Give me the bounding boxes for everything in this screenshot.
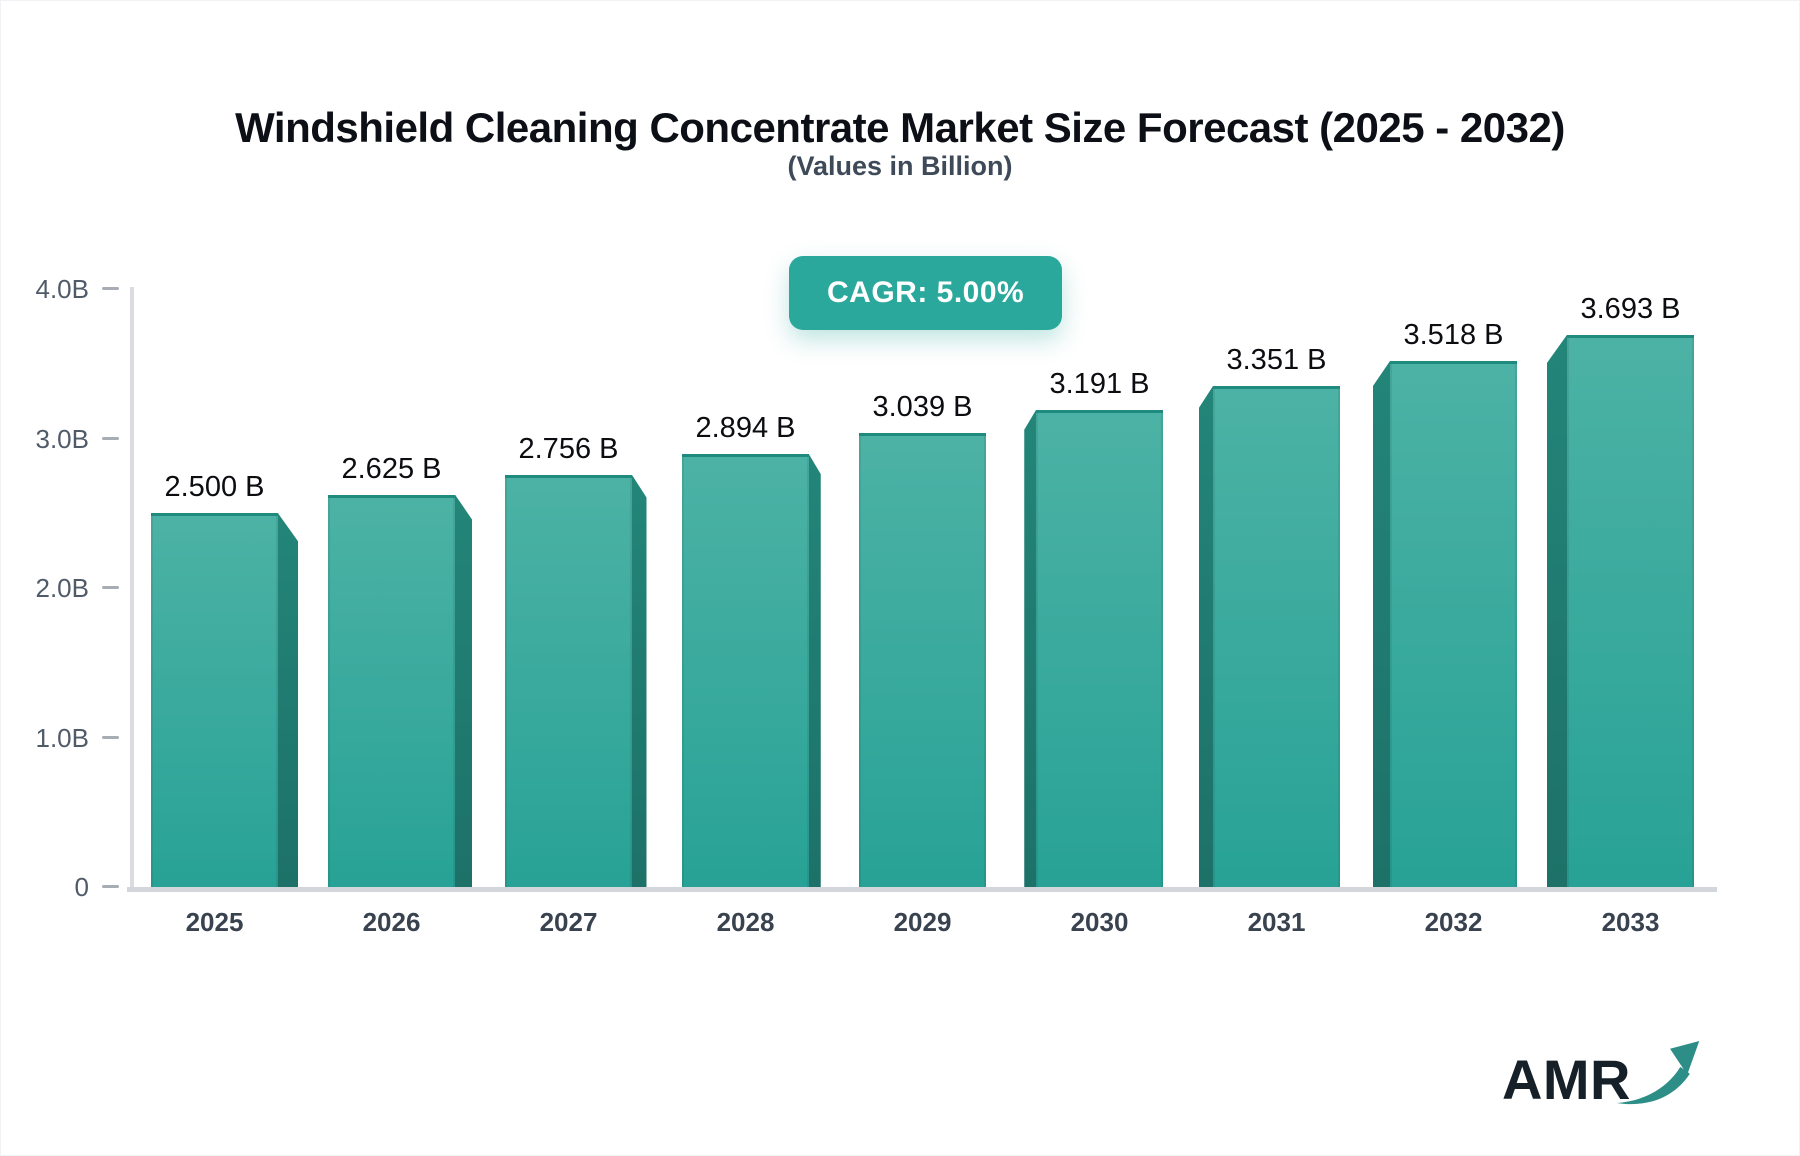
bar-2030[interactable] <box>1036 409 1163 887</box>
bar-side-face <box>1198 386 1213 887</box>
bar-value-label: 3.039 B <box>872 390 973 423</box>
bar-value-label: 2.894 B <box>695 412 796 445</box>
x-axis-label-2032: 2032 <box>1424 907 1483 937</box>
chart-title: Windshield Cleaning Concentrate Market S… <box>235 104 1565 151</box>
y-axis-tick-label: 0 <box>74 872 89 902</box>
bar-2029[interactable] <box>859 432 986 887</box>
brand-logo-text: AMR <box>1501 1048 1631 1111</box>
cagr-badge: CAGR: 5.00% <box>789 256 1063 330</box>
brand-logo[interactable]: AMR <box>1502 1031 1701 1111</box>
x-axis-label-2030: 2030 <box>1070 907 1129 937</box>
chart-subtitle: (Values in Billion) <box>787 151 1013 181</box>
bar-2031[interactable] <box>1213 386 1340 887</box>
y-axis-tick-mark <box>102 735 119 739</box>
bar-value-label: 2.756 B <box>518 432 619 465</box>
y-axis-tick-label: 1.0B <box>35 722 90 753</box>
y-axis-tick-mark <box>102 287 119 290</box>
y-axis-tick-mark <box>102 436 119 440</box>
bar-value-label: 3.518 B <box>1403 319 1504 352</box>
x-axis-label-2033: 2033 <box>1601 907 1660 937</box>
bar-side-face <box>632 474 647 887</box>
bar-2026[interactable] <box>328 494 455 887</box>
y-axis-line <box>130 287 134 890</box>
bar-side-face <box>455 494 473 887</box>
growth-arrow-icon <box>1616 1041 1700 1105</box>
y-axis-tick-mark <box>102 586 119 589</box>
x-axis-label-2025: 2025 <box>185 907 244 937</box>
bar-value-label: 2.500 B <box>164 471 265 504</box>
x-axis-baseline <box>127 887 1717 892</box>
y-axis-tick-label: 4.0B <box>35 274 90 304</box>
y-axis-tick-mark <box>102 885 119 888</box>
x-axis-label-2031: 2031 <box>1247 907 1306 937</box>
bar-value-label: 3.693 B <box>1580 292 1681 325</box>
bar-2032[interactable] <box>1390 361 1517 887</box>
bar-2027[interactable] <box>505 474 632 887</box>
bar-2025[interactable] <box>151 513 278 887</box>
bar-2028[interactable] <box>682 454 809 887</box>
bar-2033[interactable] <box>1567 334 1694 887</box>
y-axis-tick-label: 2.0B <box>35 573 90 603</box>
x-axis-label-2026: 2026 <box>362 907 421 937</box>
bar-value-label: 2.625 B <box>341 452 442 485</box>
bar-value-label: 3.191 B <box>1049 367 1150 400</box>
x-axis-label-2028: 2028 <box>716 907 775 937</box>
bar-side-face <box>1547 334 1567 887</box>
x-axis-label-2027: 2027 <box>539 907 598 937</box>
x-axis-label-2029: 2029 <box>893 907 952 937</box>
bar-value-label: 3.351 B <box>1226 344 1327 377</box>
bar-side-face <box>278 513 298 887</box>
bar-side-face <box>809 454 821 887</box>
bar-side-face <box>1024 409 1036 887</box>
y-axis-tick-label: 3.0B <box>35 423 90 454</box>
bar-side-face <box>1372 361 1390 887</box>
